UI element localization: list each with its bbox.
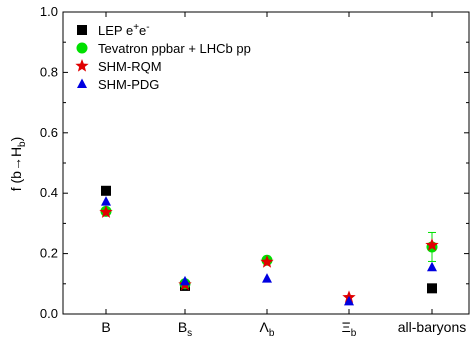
legend-label: LEP e+e-	[98, 22, 150, 38]
legend-label: SHM-PDG	[98, 77, 159, 92]
y-tick-label: 0.6	[40, 125, 58, 140]
data-point-series-3	[262, 273, 272, 283]
legend-marker	[75, 59, 88, 72]
data-points	[99, 186, 438, 306]
legend-marker	[77, 79, 87, 89]
x-tick-label: Ξb	[342, 319, 357, 339]
data-point-series-3	[101, 196, 111, 206]
data-point-series-3	[427, 262, 437, 272]
plot-frame	[63, 12, 469, 314]
y-tick-label: 0.0	[40, 306, 58, 321]
y-tick-label: 0.8	[40, 64, 58, 79]
data-point-series-0	[427, 283, 437, 293]
legend-marker	[77, 43, 88, 54]
data-point-series-2	[260, 255, 273, 268]
y-tick-label: 0.2	[40, 246, 58, 261]
x-tick-label: all-baryons	[398, 319, 466, 335]
x-tick-label: Λb	[260, 319, 275, 339]
x-tick-label: B	[101, 319, 110, 335]
y-axis-title: f (b→Hb)	[8, 137, 28, 192]
y-tick-label: 0.4	[40, 185, 58, 200]
legend: LEP e+e- Tevatron ppbar + LHCb pp SHM-RQM S…	[75, 22, 251, 92]
legend-marker	[77, 25, 87, 35]
y-tick-label: 1.0	[40, 4, 58, 19]
legend-label: SHM-RQM	[98, 59, 162, 74]
x-tick-label: Bs	[178, 319, 192, 339]
legend-label: Tevatron ppbar + LHCb pp	[98, 41, 251, 56]
data-point-series-0	[101, 186, 111, 196]
